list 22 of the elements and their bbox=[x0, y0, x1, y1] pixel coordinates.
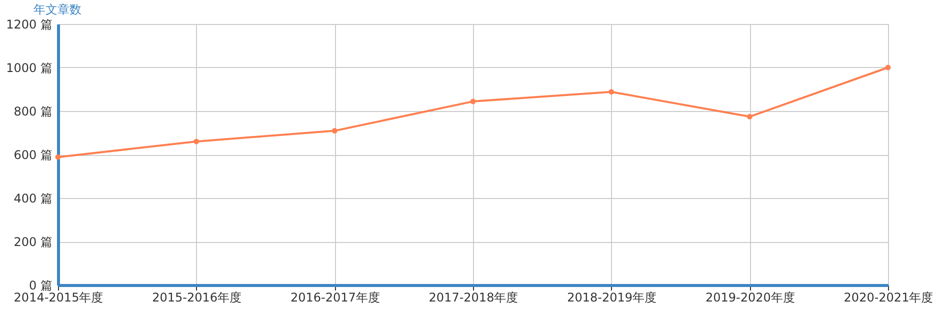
y-tick-label: 0 篇 bbox=[29, 278, 52, 292]
y-tick-label: 1000 篇 bbox=[6, 61, 52, 75]
y-tick-label: 400 篇 bbox=[14, 192, 52, 206]
x-tick-label: 2016-2017年度 bbox=[290, 290, 380, 304]
point bbox=[332, 128, 338, 134]
x-tick-label: 2014-2015年度 bbox=[14, 290, 104, 304]
point bbox=[194, 138, 200, 144]
point bbox=[470, 98, 476, 104]
x-tick-label: 2020-2021年度 bbox=[844, 290, 934, 304]
y-tick-label: 800 篇 bbox=[14, 104, 52, 118]
point bbox=[55, 154, 61, 160]
x-tick-label: 2015-2016年度 bbox=[152, 290, 242, 304]
point bbox=[608, 89, 614, 95]
point bbox=[885, 64, 891, 70]
y-axis-title: 年文章数 bbox=[34, 2, 82, 16]
y-tick-label: 200 篇 bbox=[14, 235, 52, 249]
y-tick-label: 600 篇 bbox=[14, 148, 52, 162]
x-tick-label: 2018-2019年度 bbox=[567, 290, 657, 304]
x-tick-label: 2019-2020年度 bbox=[705, 290, 795, 304]
y-tick-label: 1200 篇 bbox=[6, 18, 52, 32]
x-tick-label: 2017-2018年度 bbox=[428, 290, 518, 304]
point bbox=[746, 114, 752, 120]
